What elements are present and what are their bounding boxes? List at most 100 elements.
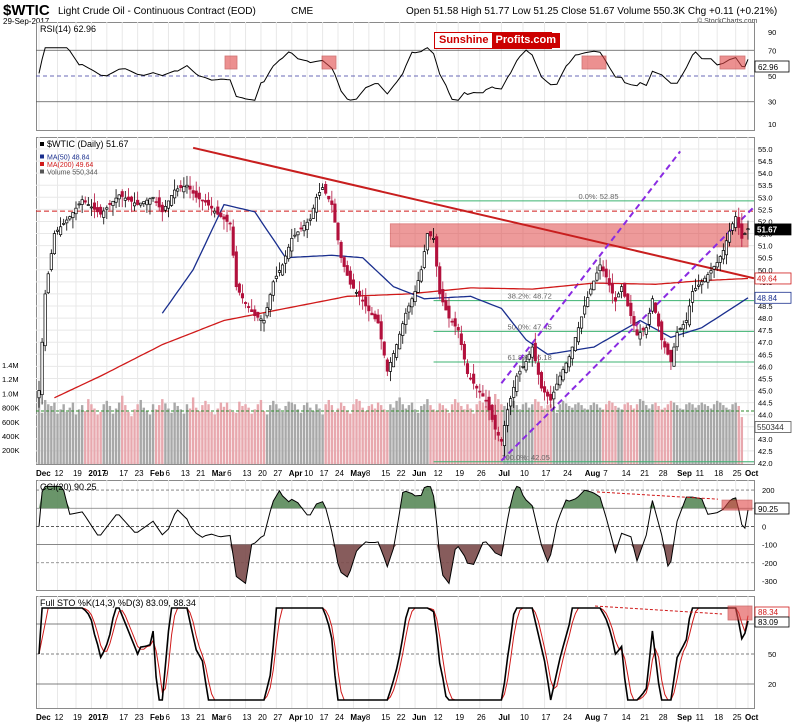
- volume-bar: [290, 402, 293, 464]
- volume-bar: [645, 405, 648, 464]
- volume-bar: [598, 407, 602, 464]
- candle-body: [185, 184, 189, 188]
- price-tick-label: 45.0: [758, 387, 773, 396]
- volume-bar: [312, 411, 315, 464]
- candle-body: [681, 324, 685, 330]
- candle-body: [68, 216, 72, 220]
- candle-body: [348, 270, 352, 285]
- candle-body: [163, 206, 167, 211]
- candle-body: [148, 198, 152, 205]
- price-axis: 55.054.554.053.553.052.552.051.551.050.5…: [758, 145, 773, 468]
- volume-bar: [176, 405, 179, 464]
- volume-bar: [413, 409, 417, 464]
- candle-body: [277, 270, 281, 273]
- candle-body: [117, 194, 121, 200]
- candle-body: [173, 189, 177, 199]
- candle-body: [290, 238, 294, 252]
- rsi-panel: [36, 22, 755, 131]
- volume-bar: [737, 405, 740, 464]
- candle-body: [666, 343, 670, 355]
- x-tick-label: 7: [603, 713, 608, 722]
- volume-bar: [703, 404, 707, 464]
- symbol-title: $WTIC: [3, 2, 50, 19]
- legend-swatch: [40, 162, 44, 166]
- candle-body: [555, 383, 559, 391]
- candle-body: [139, 202, 143, 206]
- candle-body: [176, 188, 180, 192]
- candle-body: [478, 390, 482, 393]
- volume-bar: [241, 405, 244, 464]
- volume-bar: [700, 402, 703, 464]
- candle-body: [536, 362, 540, 375]
- volume-bar: [124, 405, 127, 464]
- volume-bar: [725, 407, 728, 464]
- x-tick-label: 12: [54, 713, 63, 722]
- candle-body: [376, 314, 380, 324]
- x-tick-label: 6: [227, 469, 232, 478]
- candle-body: [632, 316, 636, 326]
- candle-body: [623, 282, 627, 297]
- volume-bar: [247, 407, 250, 464]
- volume-bar: [484, 405, 488, 464]
- x-tick-label: 11: [696, 713, 705, 722]
- volume-bar: [358, 400, 361, 464]
- volume-bar: [660, 409, 663, 464]
- volume-bar: [453, 399, 457, 464]
- x-tick-label: Jul: [498, 469, 510, 478]
- volume-bar: [142, 407, 146, 464]
- volume-bar: [53, 402, 56, 464]
- candle-body: [77, 203, 81, 206]
- price-tick-label: 44.0: [758, 411, 773, 420]
- volume-bar: [173, 402, 176, 464]
- volume-bar: [546, 405, 549, 464]
- fibonacci-label: 100.0%: 42.05: [501, 453, 549, 462]
- candle-body: [487, 396, 491, 411]
- x-tick-label: 24: [335, 469, 344, 478]
- candle-body: [160, 204, 164, 213]
- candle-body: [120, 191, 124, 197]
- candle-body: [598, 264, 602, 272]
- candle-body: [382, 341, 386, 356]
- candle-body: [259, 318, 263, 321]
- sto-k-value-label: 83.09: [758, 618, 779, 627]
- x-tick-label: 22: [397, 713, 406, 722]
- candle-body: [657, 313, 661, 327]
- x-tick-label: 13: [181, 469, 190, 478]
- channel-upper-line: [500, 150, 681, 384]
- volume-bar: [678, 408, 682, 464]
- candle-body: [413, 291, 417, 302]
- price-tag-box: [754, 421, 792, 433]
- candle-body: [296, 231, 300, 236]
- candle-body: [361, 299, 365, 302]
- volume-bar: [151, 404, 155, 464]
- x-tick-label: 19: [73, 469, 82, 478]
- x-tick-label: Aug: [585, 469, 601, 478]
- volume-bar: [444, 408, 448, 464]
- candle-body: [52, 233, 56, 255]
- candle-body: [422, 251, 426, 268]
- candle-body: [601, 266, 605, 272]
- candle-body: [626, 293, 630, 307]
- candle-body: [425, 233, 429, 251]
- x-tick-label: 6: [165, 713, 170, 722]
- volume-bar: [77, 409, 81, 464]
- x-tick-label: 15: [381, 469, 390, 478]
- volume-bar: [238, 401, 241, 464]
- candle-body: [59, 226, 63, 236]
- x-tick-label: 19: [73, 713, 82, 722]
- volume-bar: [96, 414, 99, 464]
- price-tick-label: 46.5: [758, 350, 773, 359]
- x-tick-label: 21: [640, 469, 649, 478]
- volume-bar: [90, 404, 93, 464]
- volume-bar: [117, 402, 121, 464]
- x-tick-label: May: [350, 713, 366, 722]
- candle-body: [49, 253, 53, 270]
- x-tick-label: 19: [455, 713, 464, 722]
- candle-body: [533, 342, 537, 362]
- volume-bar: [420, 405, 423, 464]
- price-tick-label: 55.0: [758, 145, 773, 154]
- x-tick-label: 21: [640, 713, 649, 722]
- cci-title: CCI(20) 90.25: [40, 482, 97, 492]
